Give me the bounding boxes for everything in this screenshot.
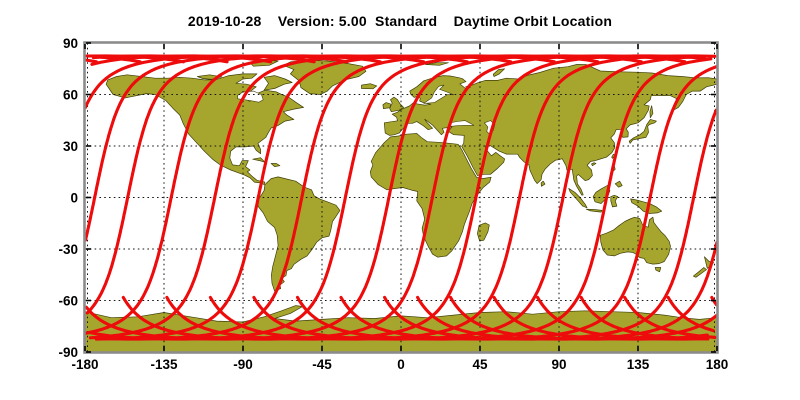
x-tick-label: 45 <box>472 357 488 372</box>
y-tick-label: 60 <box>63 87 78 102</box>
plot-frame <box>83 41 719 354</box>
landmass-nz-south <box>692 267 707 278</box>
orbit-track <box>94 54 710 341</box>
x-tick-label: 180 <box>706 357 729 372</box>
landmass-south-america <box>257 176 341 292</box>
x-tick-label: -90 <box>233 357 253 372</box>
y-tick-label: 90 <box>63 36 78 51</box>
x-tick-label: 90 <box>551 357 566 372</box>
figure-title: 2019-10-28 Version: 5.00 Standard Daytim… <box>187 13 613 29</box>
orbit-track <box>85 54 717 341</box>
landmass-sulawesi <box>610 194 619 208</box>
landmass-sakhalin <box>649 105 654 119</box>
landmass-sumatra <box>568 188 588 209</box>
landmass-hainan <box>591 162 597 167</box>
x-tick-label: -135 <box>150 357 178 372</box>
landmass-ireland <box>382 102 391 109</box>
orbit-tracks-layer <box>85 54 717 341</box>
water-baltic <box>423 84 454 104</box>
x-tick-label: 135 <box>627 357 650 372</box>
x-tick-label: -45 <box>312 357 332 372</box>
y-tick-label: 0 <box>70 190 78 205</box>
landmass-java <box>585 208 603 213</box>
water-black-sea <box>449 120 475 127</box>
landmass-baffin <box>263 75 293 91</box>
x-tick-label: -180 <box>71 357 98 372</box>
landmass-greenland <box>283 59 367 95</box>
orbit-track <box>88 54 715 341</box>
orbit-track <box>85 54 717 341</box>
landmass-japan <box>628 119 657 144</box>
y-tick-label: -90 <box>58 345 78 360</box>
y-tick-label: -60 <box>58 293 78 308</box>
landmass-iceland <box>361 83 378 90</box>
x-tick-label: 0 <box>397 357 405 372</box>
tick-layer <box>84 42 718 353</box>
landmass-novaya-zemlya <box>492 68 505 77</box>
landmass-hispaniola <box>270 163 281 167</box>
landmass-australia <box>599 216 671 265</box>
y-tick-label: -30 <box>58 242 78 257</box>
y-tick-label: 30 <box>63 139 78 154</box>
orbit-track <box>88 54 706 341</box>
landmass-sri-lanka <box>540 180 546 187</box>
orbit-track <box>85 54 717 341</box>
landmass-uk <box>389 96 404 113</box>
landmass-svalbard <box>425 62 449 66</box>
landmass-tasmania <box>654 267 662 273</box>
landmass-philippines-mindanao <box>614 180 623 188</box>
